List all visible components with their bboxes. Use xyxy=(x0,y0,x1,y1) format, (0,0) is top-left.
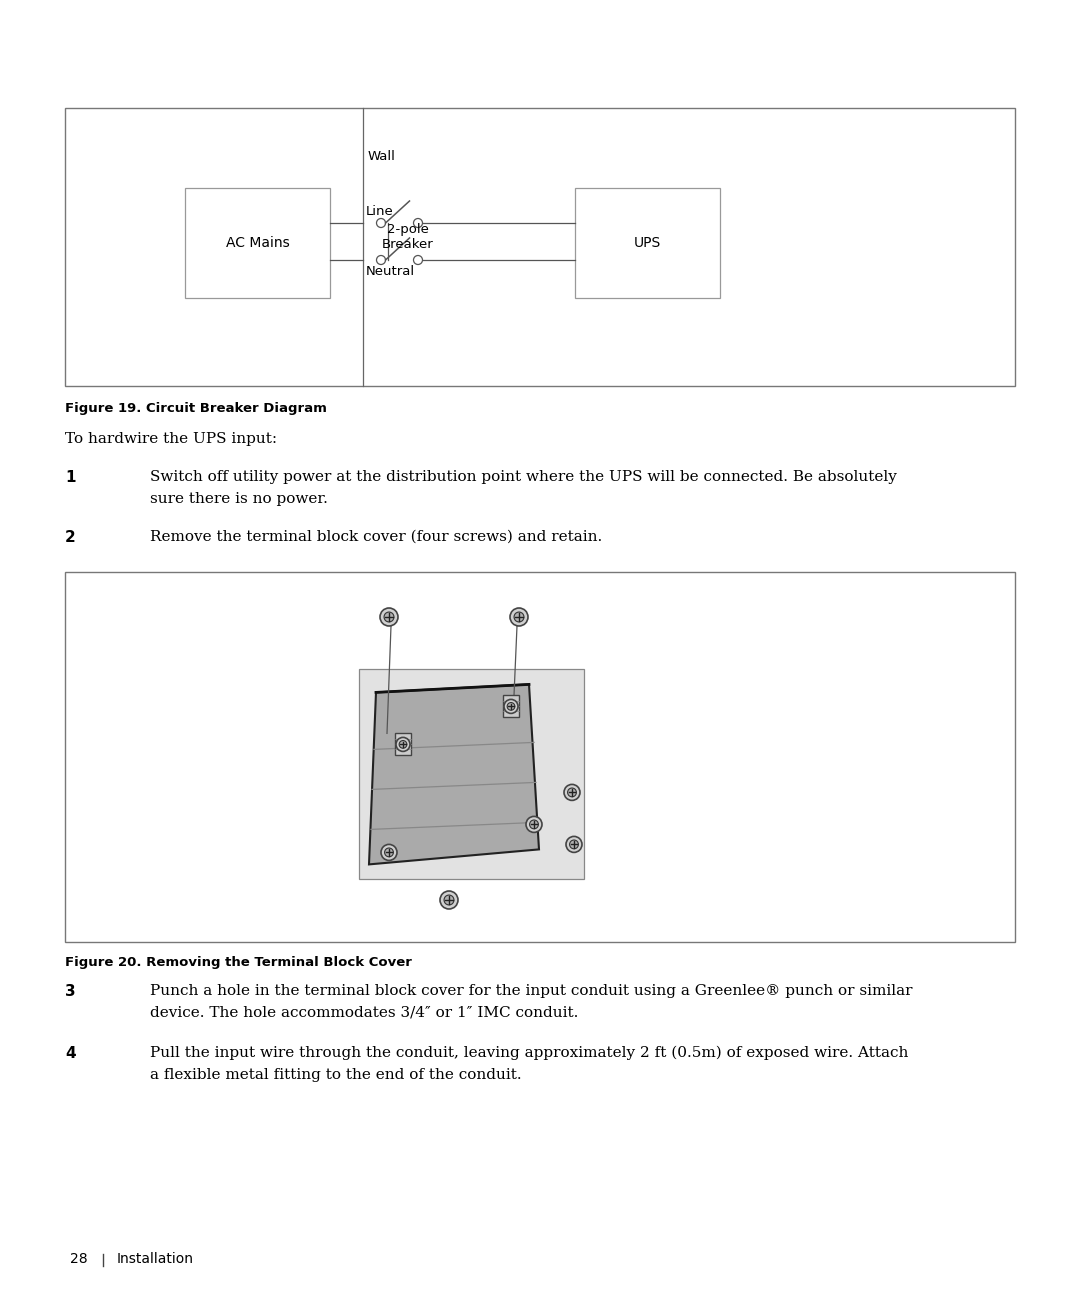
Text: 1: 1 xyxy=(65,470,76,486)
Text: Installation: Installation xyxy=(117,1252,194,1267)
Text: 3: 3 xyxy=(65,984,76,998)
Text: Neutral: Neutral xyxy=(366,265,415,278)
Circle shape xyxy=(529,820,539,829)
Text: Remove the terminal block cover (four screws) and retain.: Remove the terminal block cover (four sc… xyxy=(150,530,603,544)
Circle shape xyxy=(566,837,582,852)
Text: To hardwire the UPS input:: To hardwire the UPS input: xyxy=(65,433,278,445)
Circle shape xyxy=(396,737,410,751)
Text: 2-pole: 2-pole xyxy=(387,223,429,236)
Circle shape xyxy=(440,891,458,909)
Circle shape xyxy=(384,613,394,622)
Text: Breaker: Breaker xyxy=(381,238,433,251)
Bar xyxy=(503,695,519,717)
Text: UPS: UPS xyxy=(634,236,661,250)
Circle shape xyxy=(569,840,579,848)
Circle shape xyxy=(381,844,397,860)
Circle shape xyxy=(510,607,528,625)
Text: a flexible metal fitting to the end of the conduit.: a flexible metal fitting to the end of t… xyxy=(150,1068,522,1083)
Text: Punch a hole in the terminal block cover for the input conduit using a Greenlee®: Punch a hole in the terminal block cover… xyxy=(150,984,913,998)
Bar xyxy=(185,188,330,298)
Text: 2: 2 xyxy=(65,530,76,545)
Text: Wall: Wall xyxy=(368,150,396,163)
Circle shape xyxy=(568,787,577,796)
Circle shape xyxy=(414,255,422,264)
Text: Figure 19. Circuit Breaker Diagram: Figure 19. Circuit Breaker Diagram xyxy=(65,401,327,414)
Circle shape xyxy=(380,607,399,625)
Polygon shape xyxy=(369,684,539,864)
Circle shape xyxy=(514,613,524,622)
Circle shape xyxy=(377,255,386,264)
Circle shape xyxy=(384,848,393,857)
Circle shape xyxy=(444,895,454,905)
Circle shape xyxy=(377,219,386,228)
Text: 4: 4 xyxy=(65,1046,76,1061)
Text: device. The hole accommodates 3/4″ or 1″ IMC conduit.: device. The hole accommodates 3/4″ or 1″… xyxy=(150,1006,579,1020)
Circle shape xyxy=(564,785,580,800)
Polygon shape xyxy=(359,670,584,879)
Text: Pull the input wire through the conduit, leaving approximately 2 ft (0.5m) of ex: Pull the input wire through the conduit,… xyxy=(150,1046,908,1061)
Text: 28: 28 xyxy=(70,1252,87,1267)
Circle shape xyxy=(508,703,515,710)
Text: sure there is no power.: sure there is no power. xyxy=(150,492,328,506)
Circle shape xyxy=(414,219,422,228)
Text: Figure 20. Removing the Terminal Block Cover: Figure 20. Removing the Terminal Block C… xyxy=(65,956,411,969)
Bar xyxy=(65,107,1015,386)
Bar xyxy=(575,188,720,298)
Circle shape xyxy=(504,699,518,714)
Text: AC Mains: AC Mains xyxy=(226,236,289,250)
Text: Line: Line xyxy=(366,205,394,218)
Bar xyxy=(395,733,411,755)
Bar xyxy=(65,572,1015,941)
Text: Switch off utility power at the distribution point where the UPS will be connect: Switch off utility power at the distribu… xyxy=(150,470,896,484)
Circle shape xyxy=(526,816,542,833)
Circle shape xyxy=(400,741,407,749)
